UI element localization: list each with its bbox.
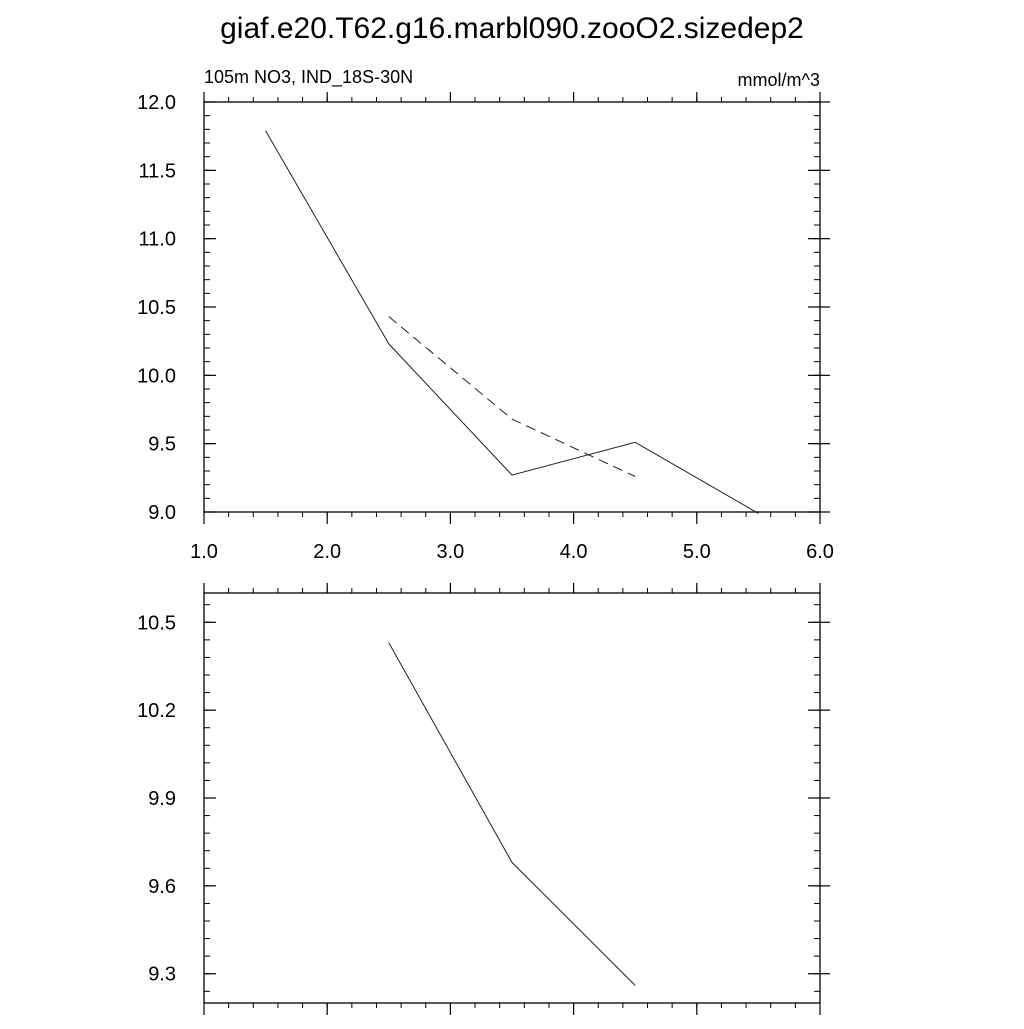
y-tick-label: 9.3 <box>148 964 176 986</box>
x-tick-label: 3.0 <box>436 541 464 563</box>
panel-top-subtitle-left: 105m NO3, IND_18S-30N <box>204 67 413 88</box>
y-tick-label: 12.0 <box>137 92 176 114</box>
y-tick-label: 10.2 <box>137 700 176 722</box>
x-tick-label: 1.0 <box>190 541 218 563</box>
y-tick-label: 9.9 <box>148 788 176 810</box>
series-line-2 <box>388 316 636 477</box>
y-tick-label: 9.0 <box>148 502 176 524</box>
x-tick-label: 4.0 <box>560 541 588 563</box>
y-tick-label: 11.5 <box>139 160 176 182</box>
x-tick-label: 2.0 <box>313 541 341 563</box>
y-tick-label: 9.6 <box>148 876 176 898</box>
panel-bottom: 9.3 9.6 9.9 10.2 10.5 <box>137 583 830 1015</box>
series-line-1 <box>265 130 759 514</box>
y-tick-label: 10.5 <box>137 612 176 634</box>
figure-title: giaf.e20.T62.g16.marbl090.zooO2.sizedep2 <box>220 12 804 45</box>
panel-top: 105m NO3, IND_18S-30N mmol/m^3 1.0 2.0 3.0… <box>137 67 834 563</box>
series-line-1 <box>388 642 636 986</box>
x-tick-label: 5.0 <box>683 541 711 563</box>
panel-bottom-frame <box>203 592 821 1004</box>
y-tick-label: 10.0 <box>137 365 176 387</box>
y-tick-label: 11.0 <box>139 229 176 251</box>
y-tick-label: 9.5 <box>148 434 176 456</box>
panel-top-frame <box>203 101 821 513</box>
panel-top-subtitle-right: mmol/m^3 <box>738 70 820 90</box>
y-tick-label: 10.5 <box>137 297 176 319</box>
x-tick-label: 6.0 <box>806 541 834 563</box>
